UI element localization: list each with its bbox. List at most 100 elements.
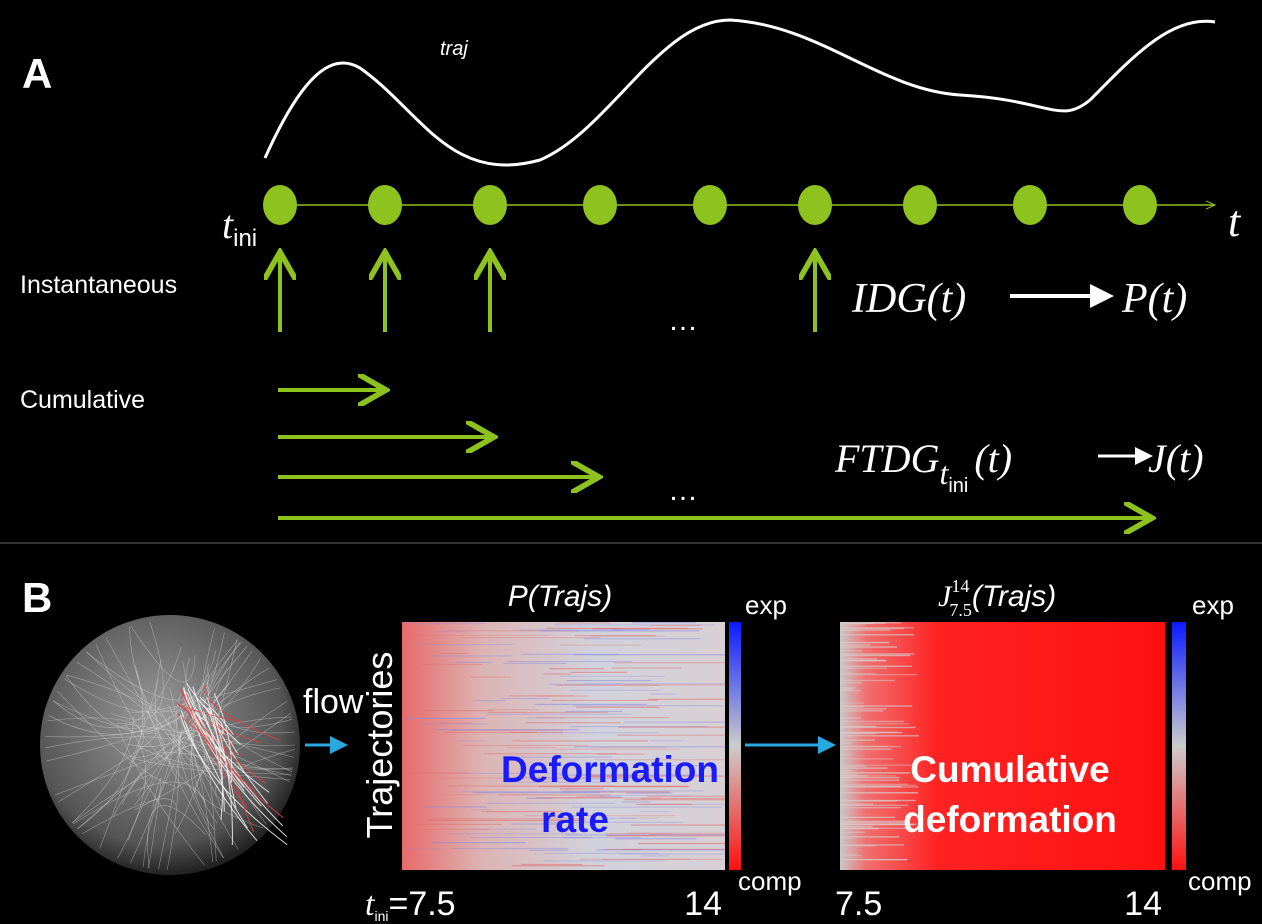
heatmap-streak	[638, 843, 725, 844]
heatmap-streak	[621, 801, 650, 802]
heatmap-streak	[640, 811, 671, 812]
time-point	[798, 185, 832, 225]
heatmap-streak	[840, 650, 862, 651]
heatmap-streak	[556, 622, 611, 623]
time-point	[1013, 185, 1047, 225]
instantaneous-arrows	[280, 256, 815, 332]
heatmap-streak	[840, 629, 890, 630]
heatmap-streak	[840, 653, 914, 654]
heatmap-streak	[840, 780, 899, 781]
heatmap-streak	[840, 754, 851, 755]
heatmap-streak	[470, 676, 511, 677]
cumulative-arrows	[278, 390, 1148, 518]
heatmap-streak	[432, 842, 525, 843]
heatmap-streak	[609, 818, 635, 819]
heatmap-streak	[840, 671, 850, 672]
heatmap-streak	[840, 710, 883, 711]
heatmap-streak	[840, 708, 886, 709]
heatmap-streak	[840, 774, 858, 775]
heatmap-streak	[840, 853, 856, 854]
heatmap-streak	[612, 629, 649, 630]
figure: A traj tini t Instantaneous … IDG(t) P(t…	[0, 0, 1262, 924]
ftdg-argument: (t)	[974, 436, 1012, 481]
colorbar-top-label: exp	[1192, 590, 1234, 620]
heatmap-streak	[840, 655, 910, 656]
heatmap-streak	[404, 623, 486, 624]
heatmap-streak	[434, 729, 579, 730]
heatmap-streak	[627, 833, 725, 834]
heatmap-streak	[460, 637, 601, 638]
heatmap-streak	[424, 806, 487, 807]
heatmap-streak	[591, 636, 665, 637]
heatmap-streak	[651, 693, 677, 694]
heatmap-streak	[415, 824, 501, 825]
heatmap-streak	[840, 828, 879, 829]
colorbar-bottom-label: comp	[738, 866, 802, 896]
heatmap-streak	[454, 662, 492, 663]
time-point	[263, 185, 297, 225]
heatmap-streak	[840, 770, 852, 771]
heatmap-streak	[840, 767, 887, 768]
heatmap-streak	[405, 718, 485, 719]
heatmap-streak	[440, 722, 472, 723]
time-point	[903, 185, 937, 225]
heatmap-streak	[631, 824, 725, 825]
heatmap-streak	[512, 865, 605, 866]
heatmap-streak	[552, 700, 658, 701]
heatmap-streak	[840, 644, 870, 645]
heatmap-streak	[567, 680, 651, 681]
heatmap-streak	[840, 622, 887, 623]
heatmap-streak	[840, 785, 917, 786]
x-start-label: tini=7.5	[365, 885, 456, 924]
heatmap-streak	[624, 722, 725, 723]
heatmap-streak	[422, 664, 483, 665]
heatmap-streak	[537, 717, 670, 718]
heatmap-streak	[521, 864, 582, 865]
heatmap-streak	[474, 700, 505, 701]
y-axis-label: Trajectories	[359, 652, 400, 839]
heatmap-streak	[840, 723, 909, 724]
panel-label: A	[22, 50, 52, 97]
heatmap-streak	[840, 642, 889, 643]
trajectory-curve	[265, 20, 1215, 165]
heatmap-streak	[613, 662, 725, 663]
heatmap-streak	[840, 680, 895, 681]
heatmap-streak	[650, 625, 701, 626]
heatmap-streak	[840, 674, 917, 675]
heatmap-streak	[576, 707, 659, 708]
heatmap-streak	[507, 661, 632, 662]
heatmap-streak	[840, 838, 854, 839]
colorbar-top-label: exp	[745, 590, 787, 620]
heatmap-streak	[486, 714, 632, 715]
instantaneous-label: Instantaneous	[20, 271, 177, 299]
heatmap-streak	[840, 624, 865, 625]
heatmap-streak	[402, 849, 442, 850]
heatmap-streak	[540, 630, 699, 631]
heatmap-streak	[543, 860, 665, 861]
heatmap-streak	[431, 655, 512, 656]
heatmap-streak	[526, 722, 620, 723]
heatmap-streak	[422, 710, 493, 711]
heatmap-streak	[840, 667, 851, 668]
time-point	[693, 185, 727, 225]
heatmap-streak	[529, 850, 567, 851]
x-end-label: 14	[684, 885, 722, 923]
heatmap-streak	[473, 792, 600, 793]
heatmap-streak	[840, 682, 862, 683]
heatmap-streak	[840, 634, 914, 635]
heatmap-streak	[488, 709, 538, 710]
heatmap-streak	[840, 786, 919, 787]
heatmap-streak	[549, 668, 604, 669]
heatmap-streak	[459, 740, 487, 741]
heatmap-streak	[522, 654, 618, 655]
t-subscript: ini	[374, 908, 388, 924]
heatmap-streak	[615, 838, 696, 839]
colorbar	[1172, 622, 1186, 870]
heatmap-streak	[546, 628, 688, 629]
heatmap-streak	[840, 844, 904, 845]
heatmap-streak	[650, 740, 681, 741]
overlay-text: Cumulative	[910, 749, 1109, 790]
sphere	[40, 615, 300, 875]
heatmap-streak	[446, 794, 484, 795]
heatmap-streak	[556, 685, 659, 686]
